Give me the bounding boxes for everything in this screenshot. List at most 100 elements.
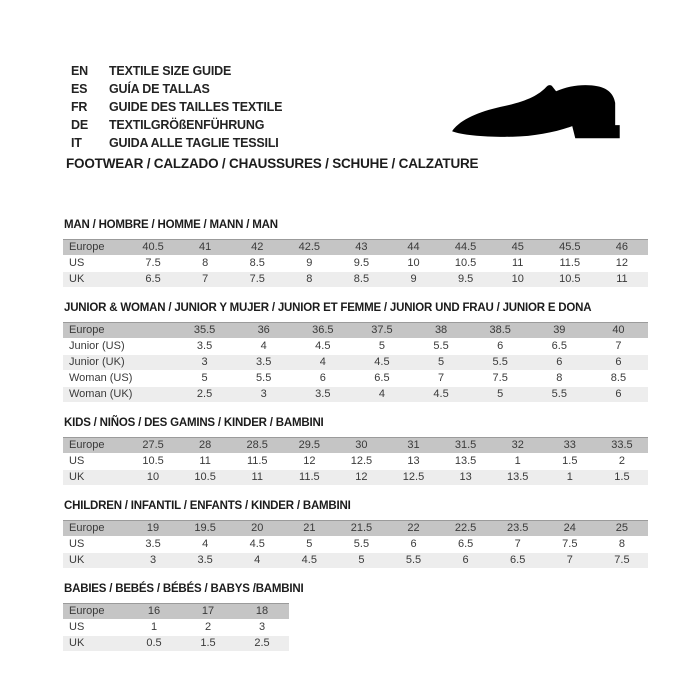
size-cell: 7.5 — [127, 255, 180, 272]
section-man: MAN / HOMBRE / HOMME / MANN / MAN Europe… — [63, 219, 648, 288]
shoe-silhouette-icon — [452, 85, 620, 139]
size-cell: 9 — [387, 271, 440, 288]
size-cell: 8.5 — [588, 370, 648, 387]
size-cell: 20 — [231, 520, 284, 537]
size-cell: 5 — [335, 552, 388, 569]
lang-code: ES — [71, 82, 88, 96]
size-cell: 8.5 — [335, 271, 388, 288]
size-cell: 5.5 — [387, 552, 440, 569]
size-cell: 7 — [411, 370, 471, 387]
size-cell: 4.5 — [231, 536, 284, 553]
size-cell: 19 — [127, 520, 180, 537]
size-cell: 6.5 — [439, 536, 492, 553]
row-label: US — [63, 536, 127, 553]
size-cell: 1.5 — [595, 469, 648, 486]
row-label: Europe — [63, 437, 127, 454]
size-cell: 40 — [588, 322, 648, 339]
size-cell: 6 — [470, 338, 530, 355]
size-cell: 1 — [543, 469, 596, 486]
size-cell: 6.5 — [352, 370, 412, 387]
size-cell: 39 — [529, 322, 589, 339]
children-size-table: Europe 19 19.5 20 21 21.5 22 22.5 23.5 24 25 US 3.5 4… — [63, 520, 648, 569]
size-cell: 13 — [387, 453, 440, 470]
size-cell: 10 — [491, 271, 544, 288]
size-cell: 4 — [234, 338, 294, 355]
size-cell: 5.5 — [411, 338, 471, 355]
size-cell: 7 — [588, 338, 648, 355]
size-cell: 35.5 — [175, 322, 235, 339]
size-header-row: Europe 19 19.5 20 21 21.5 22 22.5 23.5 24 25 — [63, 520, 648, 537]
language-header: EN TEXTILE SIZE GUIDE ES GUÍA DE TALLAS … — [71, 62, 282, 152]
size-cell: 11.5 — [231, 453, 284, 470]
size-cell: 1.5 — [181, 635, 235, 652]
size-row: Junior (UK) 3 3.5 4 4.5 5 5.5 6 6 — [63, 354, 648, 371]
size-cell: 40.5 — [127, 239, 180, 256]
lang-code: FR — [71, 100, 88, 114]
section-kids: KIDS / NIÑOS / DES GAMINS / KINDER / BAM… — [63, 417, 648, 486]
size-header-row: Europe 27.5 28 28.5 29.5 30 31 31.5 32 33 33.5 — [63, 437, 648, 454]
section-title: MAN / HOMBRE / HOMME / MANN / MAN — [64, 219, 278, 231]
size-cell: 38 — [411, 322, 471, 339]
lang-code: EN — [71, 64, 88, 78]
lang-row-it: IT GUIDA ALLE TAGLIE TESSILI — [71, 134, 282, 152]
size-cell: 18 — [235, 603, 289, 620]
size-cell: 10.5 — [127, 453, 180, 470]
size-cell: 11.5 — [543, 255, 596, 272]
row-label: Junior (UK) — [63, 354, 175, 371]
size-row: Junior (US) 3.5 4 4.5 5 5.5 6 6.5 7 — [63, 338, 648, 355]
size-cell: 1 — [127, 619, 181, 636]
size-cell: 46 — [595, 239, 648, 256]
size-header-row: Europe 35.5 36 36.5 37.5 38 38.5 39 40 — [63, 322, 648, 339]
junior-woman-size-table: Europe 35.5 36 36.5 37.5 38 38.5 39 40 Junior (US… — [63, 322, 648, 403]
size-cell: 5.5 — [529, 386, 589, 403]
row-label: Woman (UK) — [63, 386, 175, 403]
size-cell: 43 — [335, 239, 388, 256]
size-row: US 1 2 3 — [63, 619, 289, 636]
size-cell: 7.5 — [595, 552, 648, 569]
row-label: UK — [63, 271, 127, 288]
size-cell: 21 — [283, 520, 336, 537]
row-label: Europe — [63, 520, 127, 537]
size-cell: 11 — [491, 255, 544, 272]
size-cell: 3.5 — [234, 354, 294, 371]
size-cell: 33.5 — [595, 437, 648, 454]
size-cell: 4 — [352, 386, 412, 403]
size-cell: 13.5 — [491, 469, 544, 486]
size-sections: MAN / HOMBRE / HOMME / MANN / MAN Europe… — [63, 219, 648, 666]
size-cell: 3 — [234, 386, 294, 403]
row-label: US — [63, 453, 127, 470]
size-cell: 9 — [283, 255, 336, 272]
size-cell: 4.5 — [352, 354, 412, 371]
row-label: US — [63, 255, 127, 272]
size-cell: 44 — [387, 239, 440, 256]
size-row: US 10.5 11 11.5 12 12.5 13 13.5 1 1.5 2 — [63, 453, 648, 470]
size-cell: 32 — [491, 437, 544, 454]
size-cell: 33 — [543, 437, 596, 454]
size-cell: 5 — [470, 386, 530, 403]
size-cell: 6.5 — [491, 552, 544, 569]
size-cell: 4 — [231, 552, 284, 569]
size-cell: 22.5 — [439, 520, 492, 537]
size-cell: 6 — [439, 552, 492, 569]
size-cell: 2.5 — [175, 386, 235, 403]
section-title: JUNIOR & WOMAN / JUNIOR Y MUJER / JUNIOR… — [64, 302, 592, 314]
size-cell: 6 — [588, 386, 648, 403]
size-cell: 11 — [231, 469, 284, 486]
row-label: Europe — [63, 322, 175, 339]
lang-label: GUIDA ALLE TAGLIE TESSILI — [109, 136, 279, 150]
size-cell: 22 — [387, 520, 440, 537]
size-cell: 7 — [179, 271, 232, 288]
size-cell: 8 — [283, 271, 336, 288]
lang-code: DE — [71, 118, 88, 132]
size-cell: 29.5 — [283, 437, 336, 454]
size-cell: 5 — [352, 338, 412, 355]
size-cell: 45 — [491, 239, 544, 256]
section-children: CHILDREN / INFANTIL / ENFANTS / KINDER /… — [63, 500, 648, 569]
size-cell: 2.5 — [235, 635, 289, 652]
size-cell: 45.5 — [543, 239, 596, 256]
row-label: UK — [63, 552, 127, 569]
size-cell: 2 — [181, 619, 235, 636]
size-cell: 13 — [439, 469, 492, 486]
row-label: Europe — [63, 239, 127, 256]
size-cell: 12.5 — [335, 453, 388, 470]
